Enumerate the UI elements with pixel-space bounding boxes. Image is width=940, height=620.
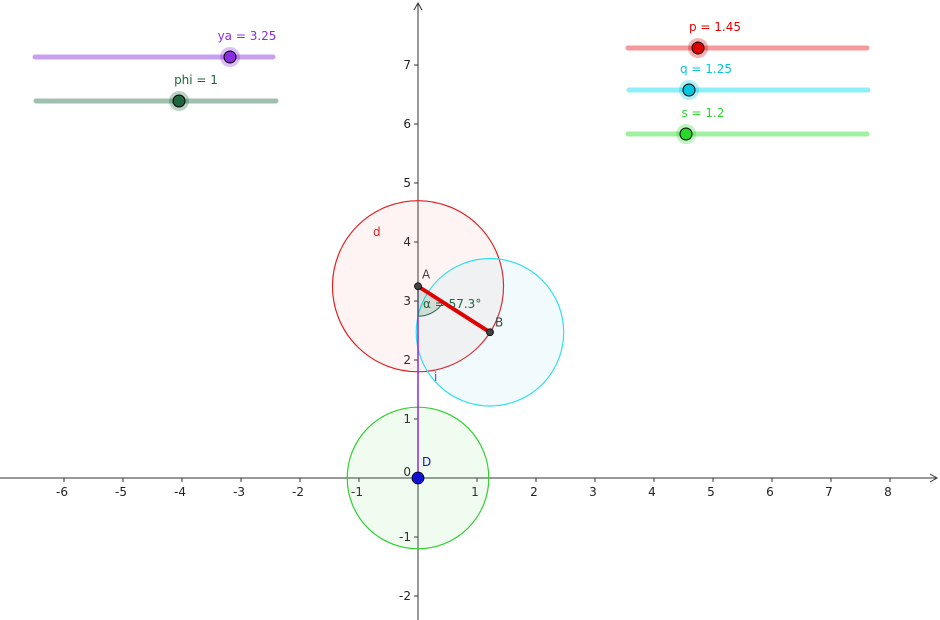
slider-label: q = 1.25 [680,62,732,76]
y-tick-label: 3 [403,294,411,308]
x-tick-label: -2 [292,485,304,499]
y-tick-label: 2 [403,353,411,367]
y-tick-label: 4 [403,235,411,249]
y-tick-label: 1 [403,412,411,426]
y-tick-label: 6 [403,117,411,131]
x-tick-label: 8 [884,485,892,499]
point-label: B [495,315,503,329]
y-tick-label: 5 [403,176,411,190]
y-tick-label: -1 [399,530,411,544]
slider-label: p = 1.45 [689,20,741,34]
x-tick-label: -4 [174,485,186,499]
y-tick-label: 0 [403,465,411,479]
slider-knob[interactable] [172,94,186,108]
x-tick-label: 4 [648,485,656,499]
x-tick-label: 6 [766,485,774,499]
slider-label: phi = 1 [174,73,218,87]
point-label: D [422,455,431,469]
circle-label: d [373,225,381,239]
slider-knob[interactable] [679,127,693,141]
y-tick-label: 7 [403,58,411,72]
slider-knob[interactable] [223,50,237,64]
point[interactable] [411,471,425,485]
x-tick-label: 3 [589,485,597,499]
x-tick-label: 7 [825,485,833,499]
y-arrow [413,1,423,11]
point[interactable] [414,282,422,291]
segment-label: i [434,370,437,384]
segment-ab [416,284,492,334]
x-tick-label: -3 [233,485,245,499]
slider-knob[interactable] [682,83,696,97]
x-arrow [929,473,939,483]
slider-label: ya = 3.25 [218,29,277,43]
x-tick-label: -1 [351,485,363,499]
x-tick-label: -6 [56,485,68,499]
point-label: A [422,267,431,281]
x-tick-label: -5 [115,485,127,499]
x-tick-label: 1 [471,485,479,499]
x-tick-label: 5 [707,485,715,499]
slider-knob[interactable] [691,41,705,55]
y-tick-label: -2 [399,589,411,603]
x-tick-label: 2 [530,485,538,499]
point[interactable] [486,328,494,337]
slider-label: s = 1.2 [681,106,724,120]
